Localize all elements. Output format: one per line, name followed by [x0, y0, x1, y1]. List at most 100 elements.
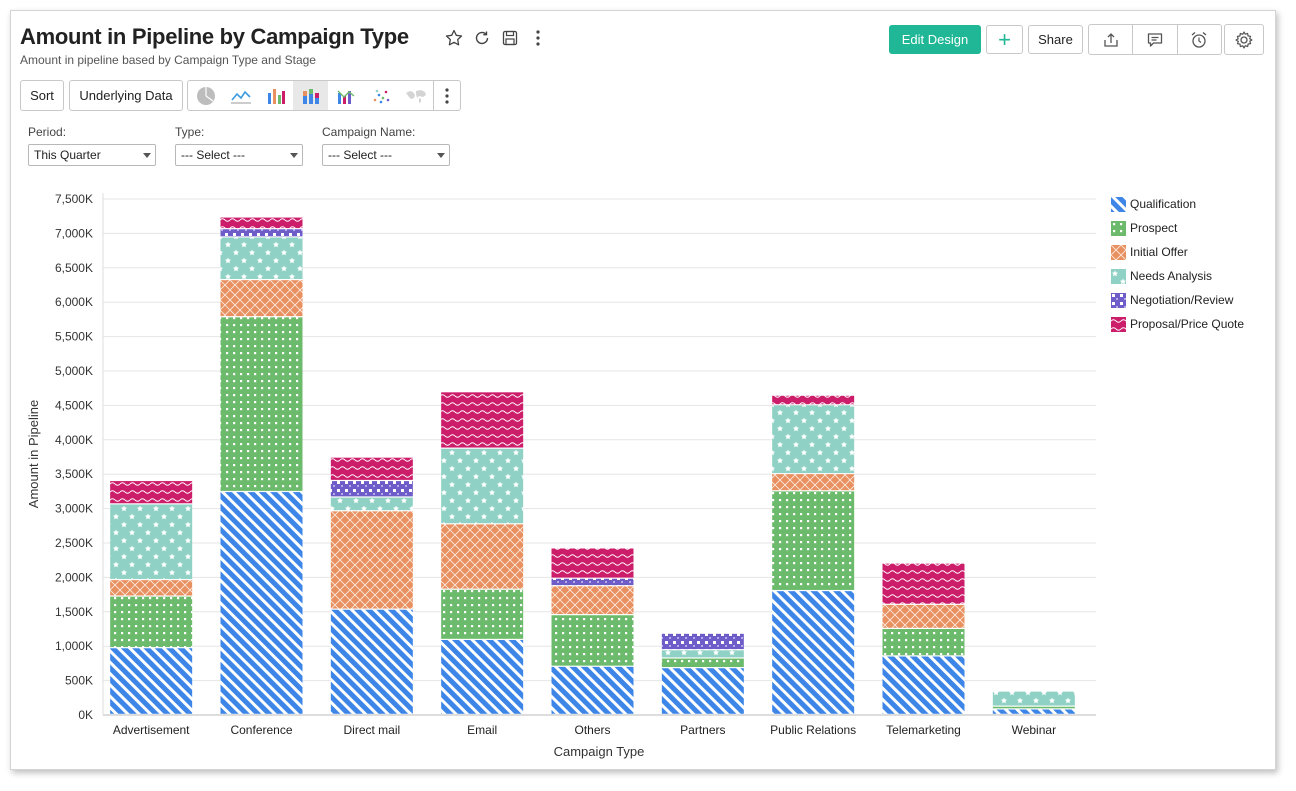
bar-segment-qualification[interactable] — [441, 640, 524, 714]
save-icon[interactable] — [500, 28, 520, 48]
bar-segment-initial-offer[interactable] — [772, 474, 855, 491]
bar-segment-proposal-price-quote[interactable] — [220, 217, 303, 229]
bar-segment-proposal-price-quote[interactable] — [551, 548, 634, 578]
bar-segment-proposal-price-quote[interactable] — [441, 392, 524, 448]
legend-label: Needs Analysis — [1130, 269, 1213, 283]
x-tick-label: Conference — [230, 723, 292, 737]
gear-icon — [1235, 30, 1253, 49]
bar-segment-prospect[interactable] — [772, 491, 855, 590]
y-tick-label: 4,000K — [55, 433, 93, 447]
legend-label: Negotiation/Review — [1130, 293, 1234, 307]
campaign-name-select[interactable]: --- Select --- — [322, 144, 450, 166]
star-icon[interactable] — [444, 28, 464, 48]
bar-segment-prospect[interactable] — [551, 615, 634, 666]
legend-label: Initial Offer — [1130, 245, 1188, 259]
bar-segment-needs-analysis[interactable] — [110, 504, 193, 579]
underlying-data-button[interactable]: Underlying Data — [69, 80, 183, 111]
bar-segment-qualification[interactable] — [110, 648, 193, 714]
pie-chart-icon[interactable] — [188, 81, 223, 110]
bar-segment-needs-analysis[interactable] — [441, 448, 524, 524]
bar-segment-prospect[interactable] — [110, 596, 193, 648]
y-tick-label: 6,000K — [55, 295, 93, 309]
y-tick-label: 0K — [78, 708, 93, 722]
x-axis-title: Campaign Type — [554, 744, 645, 759]
bar-segment-negotiation-review[interactable] — [551, 578, 634, 586]
bar-segment-qualification[interactable] — [551, 666, 634, 714]
settings-button[interactable] — [1224, 24, 1264, 55]
period-label: Period: — [28, 125, 67, 139]
type-select[interactable]: --- Select --- — [175, 144, 303, 166]
legend-label: Proposal/Price Quote — [1130, 317, 1245, 331]
x-tick-label: Partners — [680, 723, 725, 737]
legend-item-negotiation-review[interactable]: Negotiation/Review — [1111, 288, 1244, 312]
combo-chart-icon[interactable] — [328, 81, 363, 110]
bar-segment-proposal-price-quote[interactable] — [882, 563, 965, 604]
stacked-bar-chart-icon[interactable] — [293, 81, 328, 110]
edit-design-button[interactable]: Edit Design — [889, 25, 981, 54]
y-tick-label: 5,000K — [55, 364, 93, 378]
more-chart-types-icon[interactable] — [433, 81, 460, 110]
bar-segment-initial-offer[interactable] — [551, 586, 634, 615]
y-tick-label: 500K — [65, 674, 93, 688]
bar-segment-negotiation-review[interactable] — [220, 229, 303, 237]
x-tick-label: Others — [574, 723, 610, 737]
bar-segment-qualification[interactable] — [992, 709, 1075, 714]
bar-segment-needs-analysis[interactable] — [661, 650, 744, 658]
bar-segment-initial-offer[interactable] — [220, 280, 303, 317]
alarm-clock-icon[interactable] — [1178, 25, 1221, 54]
y-tick-label: 4,500K — [55, 398, 93, 412]
chart-legend: Qualification Prospect Initial Offer Nee… — [1111, 192, 1244, 336]
bar-segment-negotiation-review[interactable] — [661, 633, 744, 650]
refresh-icon[interactable] — [472, 28, 492, 48]
y-tick-label: 2,500K — [55, 536, 93, 550]
bar-segment-qualification[interactable] — [882, 656, 965, 714]
bar-segment-prospect[interactable] — [992, 706, 1075, 709]
map-chart-icon[interactable] — [398, 81, 433, 110]
legend-item-prospect[interactable]: Prospect — [1111, 216, 1244, 240]
bar-segment-initial-offer[interactable] — [882, 604, 965, 628]
chart-type-toolbar — [187, 80, 461, 111]
bar-segment-initial-offer[interactable] — [110, 580, 193, 596]
bar-segment-proposal-price-quote[interactable] — [110, 481, 193, 504]
bar-segment-initial-offer[interactable] — [330, 511, 413, 609]
legend-item-qualification[interactable]: Qualification — [1111, 192, 1244, 216]
more-vertical-icon[interactable] — [528, 28, 548, 48]
legend-item-initial-offer[interactable]: Initial Offer — [1111, 240, 1244, 264]
title-actions — [444, 28, 548, 48]
share-button[interactable]: Share — [1028, 25, 1083, 54]
legend-item-proposal-price-quote[interactable]: Proposal/Price Quote — [1111, 312, 1244, 336]
period-select-value: This Quarter — [34, 148, 101, 162]
dropdown-caret-icon — [437, 153, 445, 158]
export-icon[interactable] — [1089, 25, 1134, 54]
sort-button[interactable]: Sort — [20, 80, 64, 111]
legend-label: Prospect — [1130, 221, 1178, 235]
bar-segment-prospect[interactable] — [661, 658, 744, 668]
comment-icon[interactable] — [1133, 25, 1178, 54]
period-select[interactable]: This Quarter — [28, 144, 156, 166]
y-tick-label: 7,500K — [55, 192, 93, 206]
scatter-chart-icon[interactable] — [363, 81, 398, 110]
line-chart-icon[interactable] — [223, 81, 258, 110]
bar-segment-qualification[interactable] — [220, 492, 303, 714]
bar-segment-proposal-price-quote[interactable] — [772, 395, 855, 405]
bar-segment-prospect[interactable] — [882, 629, 965, 656]
x-tick-label: Telemarketing — [886, 723, 961, 737]
bar-segment-qualification[interactable] — [330, 609, 413, 714]
add-button[interactable]: + — [986, 25, 1023, 54]
bar-segment-qualification[interactable] — [772, 591, 855, 714]
x-tick-label: Webinar — [1012, 723, 1056, 737]
bar-segment-initial-offer[interactable] — [441, 524, 524, 589]
bar-segment-negotiation-review[interactable] — [330, 481, 413, 497]
bar-chart-icon[interactable] — [258, 81, 293, 110]
bar-segment-needs-analysis[interactable] — [220, 237, 303, 279]
y-tick-label: 5,500K — [55, 330, 93, 344]
bar-segment-needs-analysis[interactable] — [992, 691, 1075, 706]
bar-segment-needs-analysis[interactable] — [330, 497, 413, 511]
bar-segment-needs-analysis[interactable] — [772, 405, 855, 473]
legend-item-needs-analysis[interactable]: Needs Analysis — [1111, 264, 1244, 288]
bar-segment-proposal-price-quote[interactable] — [330, 457, 413, 480]
bar-segment-prospect[interactable] — [441, 589, 524, 639]
bar-segment-prospect[interactable] — [220, 317, 303, 491]
bar-segment-qualification[interactable] — [661, 668, 744, 714]
y-tick-label: 6,500K — [55, 261, 93, 275]
